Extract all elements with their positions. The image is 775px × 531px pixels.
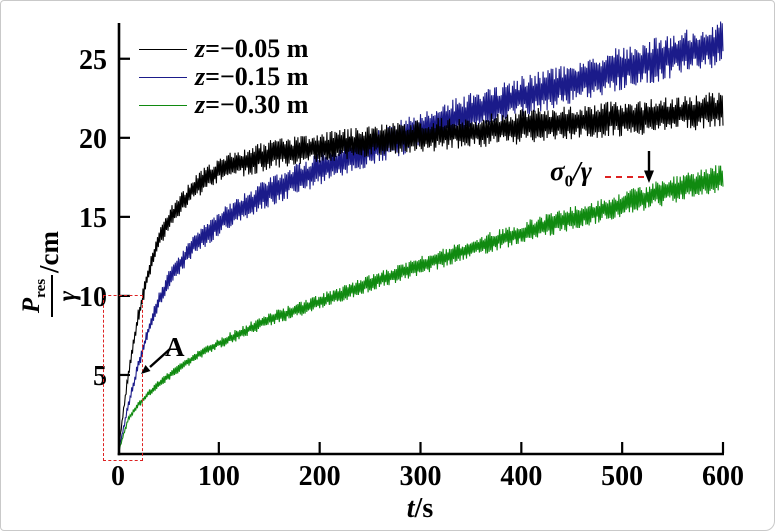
annotation-sigma-dash-line	[605, 176, 644, 178]
x-axis-unit: /s	[414, 493, 434, 524]
x-axis-variable: t	[406, 493, 415, 524]
legend-line-swatch-0	[139, 48, 187, 50]
zoom-region-box	[103, 295, 143, 461]
y-tick-label: 20	[79, 124, 107, 155]
sigma-arrow-icon	[644, 151, 654, 183]
y-tick-label: 15	[79, 203, 107, 234]
y-tick-label: 10	[79, 282, 107, 313]
a-arrow-icon	[141, 348, 171, 374]
legend-label-1: z=−0.15 m	[195, 62, 308, 92]
annotation-sigma-label: σ0/γ	[550, 156, 592, 191]
legend-label-var-1: z	[195, 62, 206, 91]
x-tick-label: 500	[601, 461, 643, 492]
x-tick-label: 0	[111, 461, 125, 492]
legend-line-swatch-1	[139, 76, 187, 78]
legend-label-var-2: z	[195, 90, 206, 119]
series-curve-0	[118, 92, 724, 455]
y-tick-label: 25	[79, 45, 107, 76]
legend-line-swatch-2	[139, 104, 187, 106]
series-curve-2	[118, 165, 724, 455]
legend-item-1: z=−0.15 m	[139, 62, 308, 92]
legend-label-var-0: z	[195, 34, 206, 63]
annotation-a-label: A	[165, 332, 185, 362]
y-axis-unit: /cm	[33, 231, 64, 273]
legend-label-rest-2: =−0.30 m	[205, 90, 309, 119]
x-tick-label: 100	[198, 461, 240, 492]
x-tick-label: 400	[500, 461, 542, 492]
x-tick-label: 600	[702, 461, 744, 492]
y-axis-fraction: Pres γ	[17, 275, 81, 317]
legend-label-0: z=−0.05 m	[195, 34, 308, 64]
series-curve-1	[118, 21, 724, 455]
y-axis-label: Pres γ /cm	[7, 192, 91, 356]
legend-label-rest-0: =−0.05 m	[205, 34, 309, 63]
x-tick-label: 300	[400, 461, 442, 492]
legend-item-2: z=−0.30 m	[139, 90, 308, 120]
fraction-bar	[50, 275, 53, 317]
y-axis-denominator: γ	[53, 290, 81, 302]
y-axis-numerator: Pres	[17, 278, 49, 314]
legend: z=−0.05 m z=−0.15 m z=−0.30 m	[139, 34, 308, 120]
legend-item-0: z=−0.05 m	[139, 34, 308, 64]
x-tick-label: 200	[299, 461, 341, 492]
legend-label-rest-1: =−0.15 m	[205, 62, 309, 91]
x-axis-label: t/s	[384, 493, 456, 525]
legend-label-2: z=−0.30 m	[195, 90, 308, 120]
